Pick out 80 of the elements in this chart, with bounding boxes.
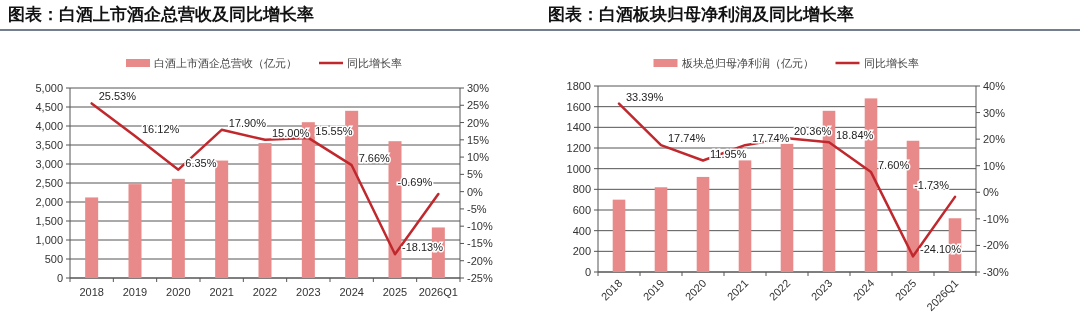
y-tick-label: 3,500 (35, 139, 63, 151)
data-label: 25.53% (98, 90, 137, 103)
bar (258, 143, 272, 278)
y2-tick-label: -10% (467, 220, 493, 233)
data-label: -1.73% (914, 178, 950, 191)
y-tick-label: 1800 (566, 80, 591, 92)
data-label: 17.90% (228, 116, 267, 129)
y2-tick-label: -15% (467, 237, 493, 250)
x-tick-label: 2024 (339, 286, 364, 298)
y-tick-label: 500 (44, 253, 63, 265)
bar (85, 197, 99, 278)
data-label: 18.84% (836, 129, 874, 142)
y2-tick-label: -5% (467, 202, 487, 215)
y-tick-label: 1,000 (35, 234, 63, 246)
x-tick-label: 2021 (209, 286, 234, 298)
y2-tick-label: 20% (983, 133, 1006, 146)
bar (128, 184, 142, 278)
y-tick-label: 2,500 (35, 177, 63, 189)
y-tick-label: 4,000 (35, 120, 63, 132)
x-tick-label: 2023 (296, 286, 321, 298)
y2-tick-label: 25% (467, 99, 490, 112)
y2-tick-label: 20% (467, 116, 490, 129)
y2-tick-label: -25% (467, 272, 493, 284)
data-label: 16.12% (142, 122, 180, 135)
y-tick-label: 1,500 (35, 215, 63, 227)
bar (738, 160, 752, 272)
legend-label: 板块总归母净利润（亿元） (680, 57, 814, 69)
chart-title: 图表：白酒板块归母净利润及同比增长率 (548, 5, 854, 24)
data-label: 15.55% (315, 124, 353, 137)
y2-tick-label: 10% (467, 151, 490, 164)
y-tick-label: 1000 (566, 162, 591, 175)
data-label: 6.35% (185, 156, 217, 169)
x-tick-label: 2018 (79, 286, 104, 298)
data-label: -18.13% (402, 241, 444, 254)
y2-tick-label: 30% (467, 82, 490, 94)
data-label: 17.74% (668, 132, 706, 145)
y2-tick-label: 30% (983, 106, 1006, 119)
x-tick-label: 2022 (252, 286, 278, 298)
data-label: -0.69% (397, 176, 433, 189)
y2-tick-label: -10% (983, 212, 1009, 225)
data-label: 15.00% (272, 126, 310, 139)
y-tick-label: 1400 (566, 121, 591, 134)
y-tick-label: 4,500 (35, 101, 63, 113)
y-tick-label: 0 (584, 266, 591, 278)
bar (215, 160, 229, 278)
bar (780, 143, 794, 272)
y2-tick-label: 5% (467, 168, 484, 181)
y2-tick-label: -20% (467, 254, 493, 267)
y2-tick-label: -30% (983, 266, 1009, 278)
y2-tick-label: -20% (983, 239, 1009, 252)
y-tick-label: 1200 (566, 142, 591, 154)
bar (612, 199, 626, 272)
y2-tick-label: 10% (983, 159, 1006, 172)
x-tick-label: 2026Q1 (418, 286, 458, 298)
x-tick-label: 2019 (122, 286, 148, 298)
legend-label: 白酒上市酒企总营收（亿元） (154, 57, 297, 69)
legend-label: 同比增长率 (347, 57, 402, 69)
y2-tick-label: 0% (467, 185, 484, 198)
x-tick-label: 2025 (382, 286, 408, 298)
y-tick-label: 5,000 (35, 82, 63, 94)
y-tick-label: 200 (572, 245, 591, 258)
legend-label: 同比增长率 (863, 57, 919, 69)
y2-tick-label: 40% (983, 80, 1006, 92)
y-tick-label: 600 (572, 204, 591, 216)
chart-title: 图表：白酒上市酒企总营收及同比增长率 (8, 5, 314, 24)
y-tick-label: 1600 (566, 100, 591, 113)
bar (654, 187, 668, 272)
y-tick-label: 2,000 (35, 196, 63, 208)
y-tick-label: 3,000 (35, 158, 63, 170)
bar (171, 178, 185, 278)
y2-tick-label: 15% (467, 133, 490, 146)
y-tick-label: 800 (572, 183, 591, 196)
data-label: 33.39% (626, 90, 664, 103)
data-label: 7.66% (358, 152, 391, 165)
y-tick-label: 0 (56, 272, 63, 284)
x-tick-label: 2020 (166, 286, 191, 298)
bar (696, 176, 710, 272)
y2-tick-label: 0% (983, 186, 1000, 199)
y-tick-label: 400 (572, 224, 591, 237)
data-label: 20.36% (794, 125, 832, 138)
